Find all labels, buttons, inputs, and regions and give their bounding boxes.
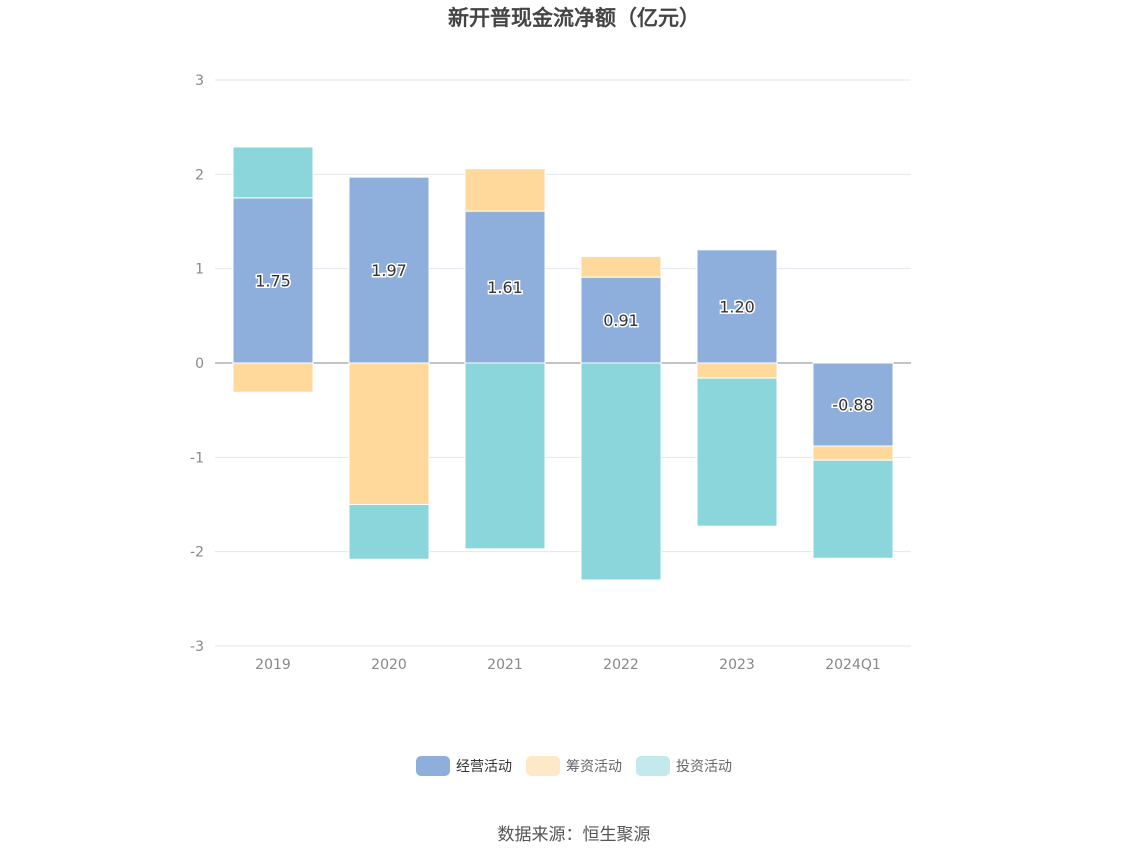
bar-segment <box>232 362 314 393</box>
x-tick-label: 2019 <box>255 657 291 673</box>
y-tick-label: 0 <box>195 356 204 372</box>
bar-segment <box>348 176 430 364</box>
legend-label-operating: 经营活动 <box>456 759 512 775</box>
bar-segment <box>580 276 662 364</box>
data-source: 数据来源：恒生聚源 <box>497 825 651 845</box>
legend-item-financing[interactable]: 筹资活动 <box>526 756 622 776</box>
bar-segment <box>232 146 314 199</box>
legend-item-operating[interactable]: 经营活动 <box>416 756 512 776</box>
bar-segment <box>696 362 778 379</box>
legend-swatch-investing <box>636 756 670 776</box>
bar-segment <box>348 504 430 560</box>
legend-label-financing: 筹资活动 <box>566 759 622 775</box>
y-tick-label: 3 <box>195 73 204 89</box>
bar-segment <box>580 362 662 581</box>
y-tick-label: -2 <box>190 545 204 561</box>
bar-segment <box>348 362 430 505</box>
legend-item-investing[interactable]: 投资活动 <box>636 756 732 776</box>
y-tick-label: -1 <box>190 450 204 466</box>
y-tick-label: 2 <box>195 167 204 183</box>
data-label: 1.75 <box>255 271 291 290</box>
x-tick-label: 2023 <box>719 657 755 673</box>
x-tick-label: 2020 <box>371 657 407 673</box>
bar-segment <box>812 362 894 447</box>
x-tick-label: 2024Q1 <box>825 657 881 673</box>
data-label: 1.20 <box>719 297 755 316</box>
bar-segment <box>580 255 662 278</box>
bar-segment <box>696 377 778 527</box>
chart-legend: 经营活动 筹资活动 投资活动 <box>0 756 1148 776</box>
y-tick-label: -3 <box>190 639 204 655</box>
chart-title: 新开普现金流净额（亿元） <box>448 6 700 30</box>
x-tick-label: 2021 <box>487 657 523 673</box>
bar-segment <box>696 249 778 364</box>
x-tick-label: 2022 <box>603 657 639 673</box>
data-label: -0.88 <box>832 396 873 415</box>
cash-flow-chart: 3 2 1 0 -1 -2 -3 1.75 2019 1.97 2020 1.61 2021 0.91 20… <box>190 73 911 673</box>
y-tick-label: 1 <box>195 262 204 278</box>
data-label: 1.61 <box>487 278 523 297</box>
bar-segment <box>812 459 894 559</box>
bar-segment <box>812 445 894 461</box>
data-label: 0.91 <box>603 311 639 330</box>
legend-swatch-operating <box>416 756 450 776</box>
bar-segment <box>464 168 546 212</box>
legend-label-investing: 投资活动 <box>676 759 732 775</box>
data-label: 1.97 <box>371 261 407 280</box>
bar-segment <box>464 362 546 550</box>
legend-swatch-financing <box>526 756 560 776</box>
